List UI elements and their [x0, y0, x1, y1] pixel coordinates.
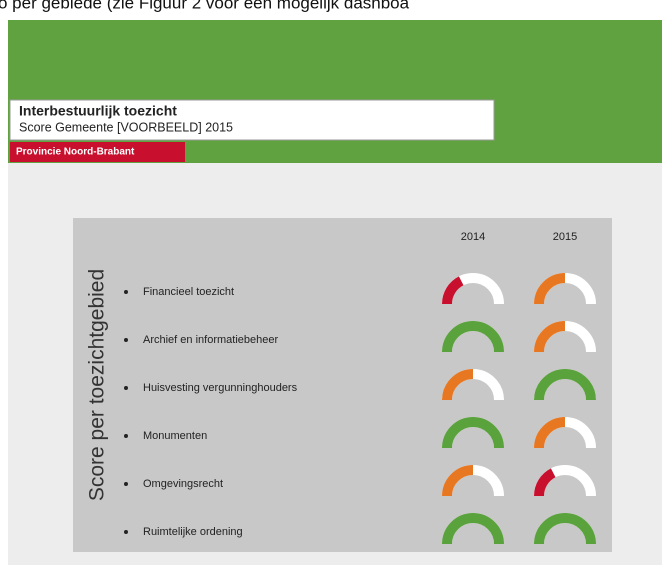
- title-box: [9, 99, 495, 141]
- gauge-fill: [534, 513, 596, 545]
- bullet: [124, 338, 128, 342]
- gauge-fill: [442, 465, 474, 497]
- year-label: 2014: [461, 231, 485, 243]
- title: Interbestuurlijk toezicht: [19, 103, 177, 119]
- header-band: [8, 20, 662, 163]
- row-label: Omgevingsrecht: [143, 478, 223, 490]
- bullet: [124, 290, 128, 294]
- row-label: Financieel toezicht: [143, 286, 234, 298]
- dashboard-panel: [73, 218, 612, 552]
- gauge-fill: [534, 369, 596, 401]
- axis-title: Score per toezichtgebied: [86, 269, 109, 501]
- row-label: Huisvesting vergunninghouders: [143, 382, 298, 394]
- subtitle: Score Gemeente [VOORBEELD] 2015: [19, 120, 233, 134]
- gauge-fill: [442, 276, 464, 305]
- gauge-fill: [442, 321, 504, 353]
- row-label: Archief en informatiebeheer: [143, 334, 278, 346]
- bullet: [124, 530, 128, 534]
- bullet: [124, 482, 128, 486]
- gauge-fill: [534, 273, 566, 305]
- gauge-fill: [442, 369, 474, 401]
- gauge-fill: [534, 468, 556, 497]
- row-label: Monumenten: [143, 430, 207, 442]
- organization: Provincie Noord-Brabant: [16, 147, 135, 158]
- row-label: Ruimtelijke ordening: [143, 526, 243, 538]
- bullet: [124, 386, 128, 390]
- gauge-fill: [534, 417, 566, 449]
- org-strip: [10, 142, 185, 162]
- gauge-fill: [534, 321, 566, 353]
- gauge-fill: [442, 417, 504, 449]
- bullet: [124, 434, 128, 438]
- gauge-fill: [442, 513, 504, 545]
- year-label: 2015: [553, 231, 577, 243]
- top-text: o per gebiede (zie Figuur 2 voor een mog…: [0, 0, 410, 12]
